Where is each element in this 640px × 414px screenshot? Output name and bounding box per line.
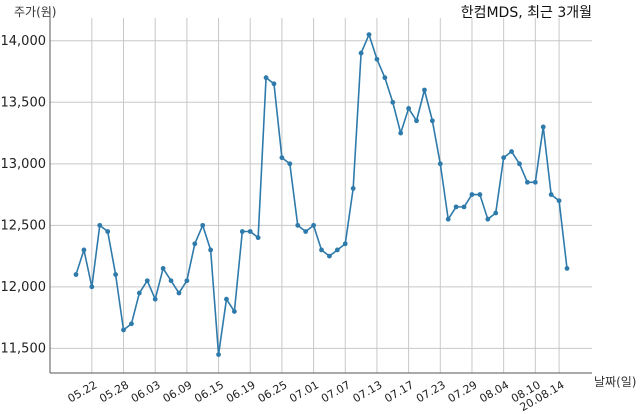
data-point	[532, 179, 538, 185]
axes	[49, 8, 592, 374]
data-point	[398, 130, 404, 136]
data-point	[311, 222, 316, 228]
data-point	[113, 272, 118, 277]
data-point	[168, 278, 174, 284]
data-point	[160, 266, 166, 271]
data-point	[271, 81, 277, 87]
data-point	[295, 222, 301, 228]
data-point	[279, 155, 285, 161]
data-point	[342, 241, 348, 247]
data-point	[374, 56, 380, 62]
data-point	[136, 290, 142, 296]
x-tick-label: 06.25	[256, 378, 290, 405]
data-point	[366, 32, 372, 38]
data-point	[208, 247, 214, 253]
data-point	[287, 161, 293, 167]
data-point	[97, 222, 103, 228]
data-point	[247, 229, 253, 234]
data-point	[429, 118, 435, 124]
data-point	[461, 204, 467, 210]
data-point	[525, 179, 530, 185]
data-point	[152, 296, 158, 302]
x-tick-label: 06.03	[129, 378, 163, 405]
x-axis-title: 날짜(일)	[594, 375, 636, 389]
x-tick-label: 07.01	[287, 378, 321, 405]
y-tick-label: 13,500	[1, 95, 47, 110]
data-point	[548, 192, 554, 197]
data-point	[334, 247, 340, 253]
data-point	[556, 198, 562, 204]
y-tick-label: 14,000	[1, 34, 47, 49]
grid	[50, 18, 592, 373]
x-tick-label: 08.04	[477, 378, 511, 405]
data-point	[414, 118, 419, 124]
data-point	[184, 278, 190, 284]
data-point	[303, 229, 309, 234]
x-tick-labels: 05.2205.2806.0306.0906.1506.1906.2507.01…	[66, 378, 567, 414]
data-point	[224, 296, 229, 302]
data-point	[192, 241, 198, 247]
x-tick-label: 06.19	[224, 378, 258, 405]
x-tick-label: 06.09	[161, 378, 195, 405]
x-tick-label: 05.22	[66, 378, 100, 405]
data-point	[437, 161, 443, 167]
data-point	[390, 99, 396, 105]
data-point	[477, 192, 483, 197]
y-axis-title: 주가(원)	[14, 5, 56, 19]
data-point	[81, 247, 87, 253]
data-point	[453, 204, 459, 210]
data-point	[445, 216, 451, 222]
data-point	[327, 253, 332, 259]
y-tick-labels: 11,500 12,000 12,500 13,000 13,500 14,000	[1, 34, 47, 357]
data-point	[485, 216, 491, 222]
data-point	[105, 229, 111, 234]
data-point	[501, 155, 507, 161]
y-tick-label: 12,500	[1, 218, 47, 233]
price-series	[73, 32, 570, 357]
data-point	[493, 210, 499, 216]
data-point	[509, 149, 514, 154]
data-point	[255, 235, 261, 241]
data-point	[89, 284, 95, 290]
x-tick-label: 07.23	[414, 378, 448, 405]
data-point	[350, 186, 356, 191]
data-point	[382, 75, 388, 81]
data-point	[517, 161, 522, 167]
data-point	[319, 247, 324, 253]
data-point	[231, 309, 237, 314]
x-tick-label: 07.13	[351, 378, 385, 405]
data-point	[564, 266, 570, 271]
data-point	[239, 229, 245, 234]
x-tick-label: 06.15	[192, 378, 226, 405]
x-tick-label: 07.29	[446, 378, 480, 405]
y-tick-label: 13,000	[1, 157, 47, 172]
data-point	[406, 106, 412, 111]
data-point	[176, 290, 182, 296]
data-point	[200, 222, 206, 228]
data-point	[263, 75, 269, 81]
data-point	[73, 272, 79, 277]
y-tick-label: 11,500	[1, 341, 47, 356]
y-tick-label: 12,000	[1, 280, 47, 295]
chart-title: 한컴MDS, 최근 3개월	[461, 5, 592, 21]
data-point	[144, 278, 150, 284]
data-point	[129, 321, 134, 327]
x-tick-label: 05.28	[97, 378, 131, 405]
data-point	[358, 50, 364, 56]
data-point	[216, 352, 221, 357]
x-tick-label: 07.17	[382, 378, 416, 405]
data-point	[540, 124, 546, 130]
data-point	[121, 327, 126, 333]
price-line	[75, 33, 568, 356]
data-point	[469, 192, 475, 197]
data-point	[422, 87, 427, 93]
x-tick-label: 07.07	[319, 378, 353, 405]
